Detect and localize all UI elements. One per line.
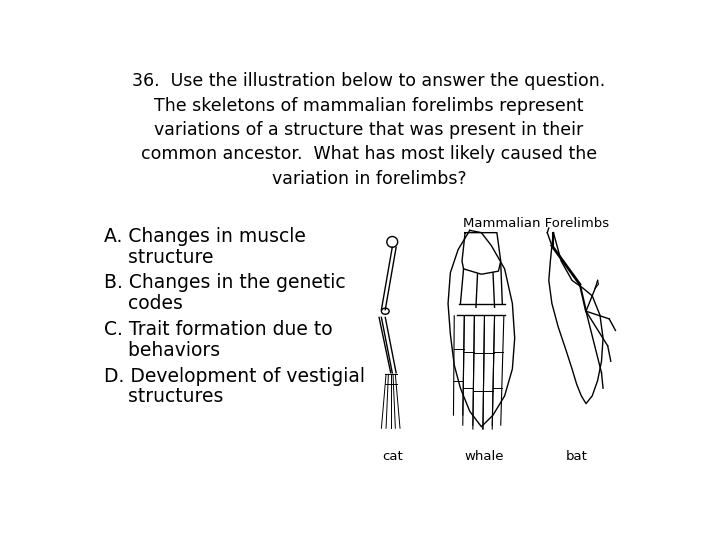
Text: whale: whale [464, 450, 503, 463]
Text: codes: codes [104, 294, 183, 313]
Text: cat: cat [382, 450, 402, 463]
Text: B. Changes in the genetic: B. Changes in the genetic [104, 273, 346, 292]
Text: behaviors: behaviors [104, 341, 220, 360]
Text: bat: bat [566, 450, 588, 463]
Text: structures: structures [104, 387, 223, 407]
Text: D. Development of vestigial: D. Development of vestigial [104, 367, 365, 386]
Text: C. Trait formation due to: C. Trait formation due to [104, 320, 333, 339]
Text: Mammalian Forelimbs: Mammalian Forelimbs [462, 217, 608, 230]
Text: 36.  Use the illustration below to answer the question.
The skeletons of mammali: 36. Use the illustration below to answer… [132, 72, 606, 188]
Text: A. Changes in muscle: A. Changes in muscle [104, 226, 306, 246]
Text: structure: structure [104, 247, 213, 267]
